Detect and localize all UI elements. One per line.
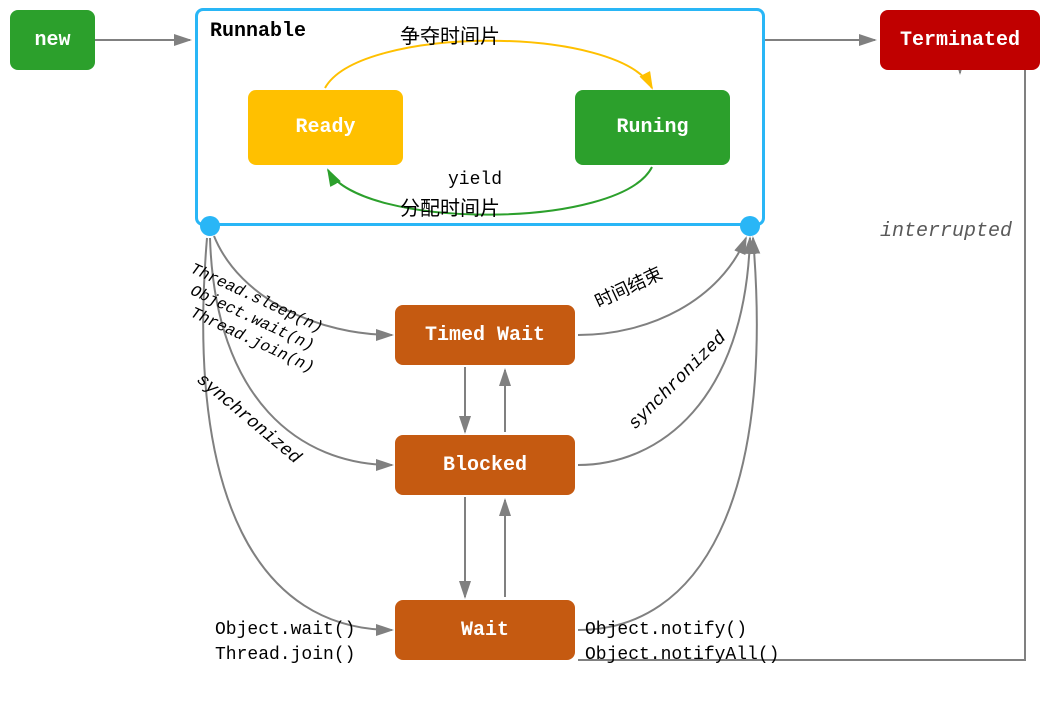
node-blocked-label: Blocked xyxy=(443,454,527,477)
label-obj_notify: Object.notify() xyxy=(585,620,747,640)
node-ready: Ready xyxy=(248,90,403,165)
label-yield: yield xyxy=(448,170,502,190)
runnable-port-left xyxy=(200,216,220,236)
node-blocked: Blocked xyxy=(395,435,575,495)
edge-blocked-to-portR xyxy=(578,238,750,465)
node-timed-wait-label: Timed Wait xyxy=(425,324,545,347)
label-thr_join: Thread.join() xyxy=(215,645,355,665)
node-timed-wait: Timed Wait xyxy=(395,305,575,365)
label-time_end: 时间结束 xyxy=(590,260,666,314)
runnable-port-right xyxy=(740,216,760,236)
label-sync_left: synchronized xyxy=(192,370,304,469)
label-alloc: 分配时间片 xyxy=(400,192,500,222)
runnable-title: Runnable xyxy=(210,20,306,43)
node-new: new xyxy=(10,10,95,70)
diagram-canvas: Runnable new Ready Runing Timed Wait Blo… xyxy=(0,0,1048,717)
label-toptime: 争夺时间片 xyxy=(400,20,500,50)
node-running: Runing xyxy=(575,90,730,165)
label-sync_right: synchronized xyxy=(625,328,731,434)
node-wait-label: Wait xyxy=(461,619,509,642)
node-running-label: Runing xyxy=(616,116,688,139)
node-terminated: Terminated xyxy=(880,10,1040,70)
node-wait: Wait xyxy=(395,600,575,660)
label-interrupted: interrupted xyxy=(880,220,1012,243)
node-ready-label: Ready xyxy=(295,116,355,139)
label-obj_notifyA: Object.notifyAll() xyxy=(585,645,779,665)
node-new-label: new xyxy=(34,29,70,52)
node-terminated-label: Terminated xyxy=(900,29,1020,52)
label-obj_wait: Object.wait() xyxy=(215,620,355,640)
